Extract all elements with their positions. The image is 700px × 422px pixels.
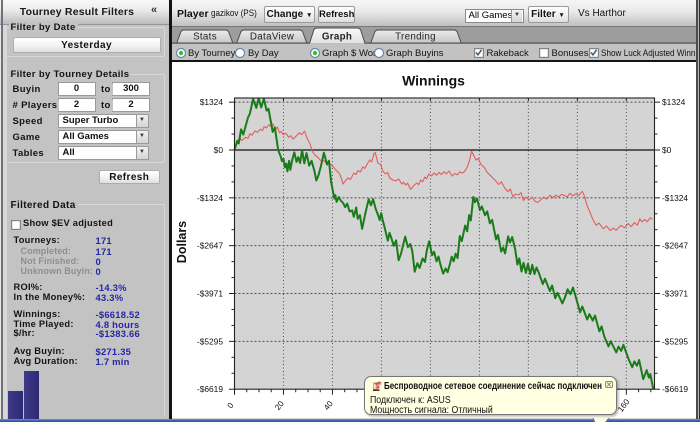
svg-text:-$3971: -$3971 xyxy=(197,288,223,298)
svg-text:160: 160 xyxy=(616,397,632,414)
svg-text:Trending: Trending xyxy=(395,31,436,42)
svg-text:-$5295: -$5295 xyxy=(197,336,223,346)
svg-text:-$3971: -$3971 xyxy=(662,288,688,298)
svg-text:$0: $0 xyxy=(662,145,672,155)
svg-text:$1324: $1324 xyxy=(200,97,224,107)
svg-text:40: 40 xyxy=(322,398,335,411)
svg-text:-$5295: -$5295 xyxy=(662,336,688,346)
svg-text:Dollars: Dollars xyxy=(175,220,189,262)
svg-text:0: 0 xyxy=(226,400,236,409)
svg-text:Winnings: Winnings xyxy=(402,72,465,88)
svg-text:-$2647: -$2647 xyxy=(662,240,688,250)
svg-text:-$1324: -$1324 xyxy=(662,192,688,202)
svg-text:-$6619: -$6619 xyxy=(197,384,223,394)
svg-text:-$1324: -$1324 xyxy=(197,192,223,202)
svg-text:20: 20 xyxy=(273,398,286,411)
svg-text:$1324: $1324 xyxy=(662,97,686,107)
svg-text:-$2647: -$2647 xyxy=(197,240,223,250)
svg-text:DataView: DataView xyxy=(250,31,295,42)
svg-text:Stats: Stats xyxy=(193,31,217,42)
svg-text:-$6619: -$6619 xyxy=(662,384,688,394)
svg-text:$0: $0 xyxy=(214,145,224,155)
svg-text:Graph: Graph xyxy=(322,31,352,42)
